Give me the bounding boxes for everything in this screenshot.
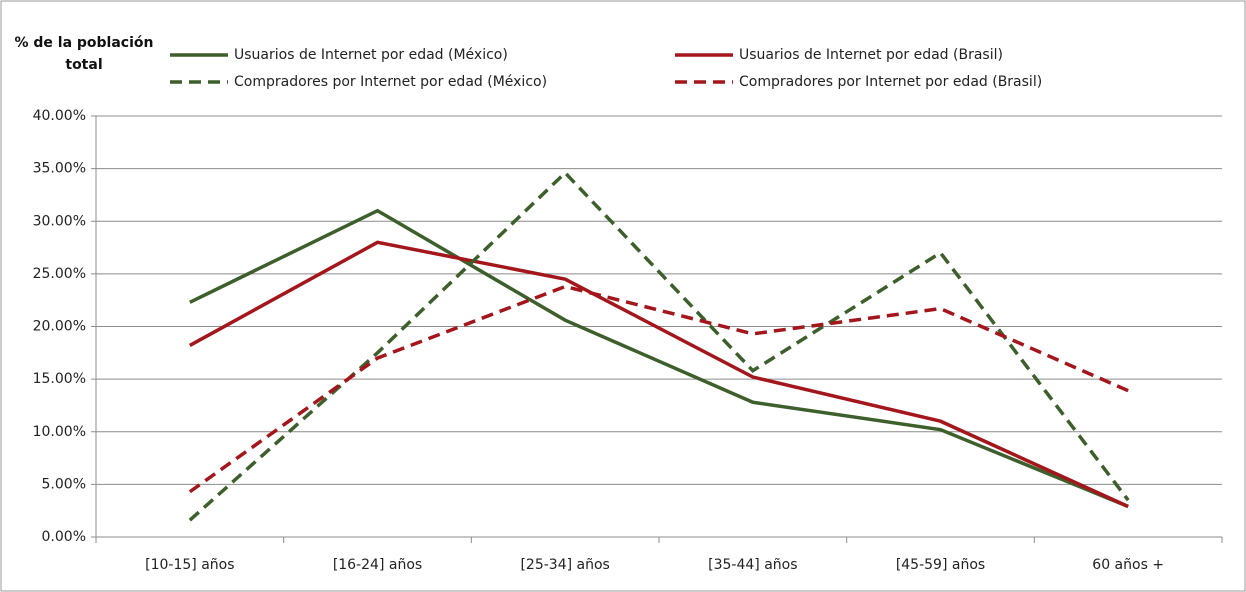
y-tick-label: 20.00% (33, 319, 86, 335)
x-tick-label: [10-15] años (145, 557, 234, 573)
legend-label: Compradores por Internet por edad (Brasi… (739, 74, 1042, 90)
y-tick-label: 0.00% (42, 529, 86, 545)
x-tick-label: 60 años + (1092, 557, 1164, 573)
legend-label: Usuarios de Internet por edad (México) (234, 47, 508, 63)
y-tick-label: 40.00% (33, 108, 86, 124)
legend-label: Compradores por Internet por edad (Méxic… (234, 74, 547, 90)
y-tick-label: 10.00% (33, 424, 86, 440)
y-tick-label: 30.00% (33, 213, 86, 229)
legend-label: Usuarios de Internet por edad (Brasil) (739, 47, 1003, 63)
x-tick-label: [45-59] años (896, 557, 985, 573)
y-tick-label: 25.00% (33, 266, 86, 282)
series-line (189, 208, 1129, 509)
y-tick-label: 5.00% (42, 476, 86, 492)
y-tick-label: 35.00% (33, 161, 86, 177)
y-axis-title: % de la población total (14, 35, 154, 73)
series-line (188, 170, 1130, 522)
series-line (188, 284, 1129, 494)
x-tick-label: [35-44] años (708, 557, 797, 573)
x-tick-label: [16-24] años (333, 557, 422, 573)
series-line (188, 240, 1129, 509)
x-tick-label: [25-34] años (520, 557, 609, 573)
y-tick-label: 15.00% (33, 371, 86, 387)
